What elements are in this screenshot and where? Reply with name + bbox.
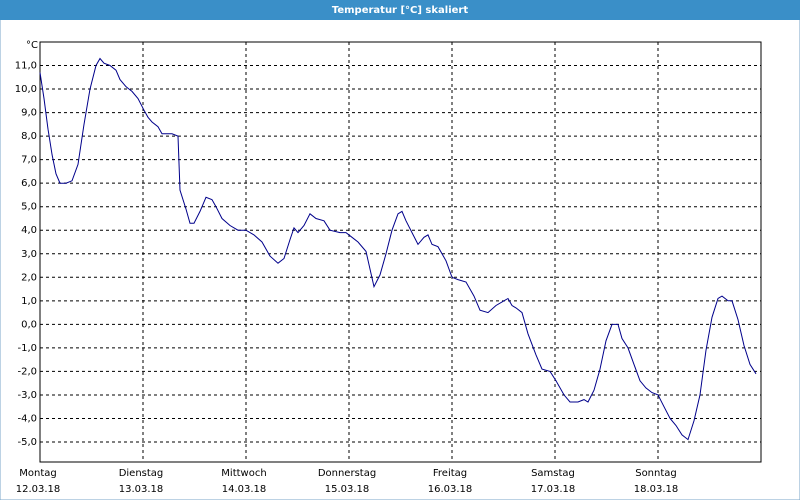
x-tick-label: 18.03.18 bbox=[634, 484, 679, 495]
x-tick-label: 15.03.18 bbox=[325, 484, 370, 495]
y-tick-label: 7,0 bbox=[21, 155, 37, 166]
x-tick-label: 12.03.18 bbox=[16, 484, 61, 495]
y-tick-label: 11,0 bbox=[15, 61, 37, 72]
x-tick-day: Dienstag bbox=[119, 468, 164, 479]
x-tick-label: 16.03.18 bbox=[428, 484, 473, 495]
y-tick-label: 1,0 bbox=[21, 296, 37, 307]
y-tick-label: -3,0 bbox=[17, 390, 37, 401]
x-tick-day: Samstag bbox=[531, 468, 575, 479]
y-tick-label: 0,0 bbox=[21, 319, 37, 330]
x-tick-day: Sonntag bbox=[635, 468, 677, 479]
x-tick-day: Donnerstag bbox=[318, 468, 376, 479]
y-tick-label: 5,0 bbox=[21, 202, 37, 213]
x-tick-day: Montag bbox=[19, 468, 56, 479]
y-tick-label: 9,0 bbox=[21, 108, 37, 119]
y-tick-label: 3,0 bbox=[21, 249, 37, 260]
x-tick-day: Mittwoch bbox=[221, 468, 266, 479]
x-tick-day: Freitag bbox=[433, 468, 467, 479]
x-tick-label: 14.03.18 bbox=[222, 484, 267, 495]
chart-title: Temperatur [°C] skaliert bbox=[332, 5, 469, 16]
temperature-line bbox=[39, 57, 757, 441]
y-tick-label: 2,0 bbox=[21, 272, 37, 283]
y-tick-label: 10,0 bbox=[15, 84, 37, 95]
y-unit: °C bbox=[26, 40, 38, 51]
x-tick-label: 17.03.18 bbox=[531, 484, 576, 495]
y-tick-label: -1,0 bbox=[17, 343, 37, 354]
y-tick-label: -5,0 bbox=[17, 437, 37, 448]
x-tick-label: 13.03.18 bbox=[119, 484, 164, 495]
y-tick-label: 4,0 bbox=[21, 225, 37, 236]
y-tick-label: 8,0 bbox=[21, 131, 37, 142]
y-tick-label: -2,0 bbox=[17, 366, 37, 377]
y-tick-label: 6,0 bbox=[21, 178, 37, 189]
title-bar bbox=[0, 0, 800, 20]
y-tick-label: -4,0 bbox=[17, 413, 37, 424]
plot-area bbox=[39, 41, 762, 463]
